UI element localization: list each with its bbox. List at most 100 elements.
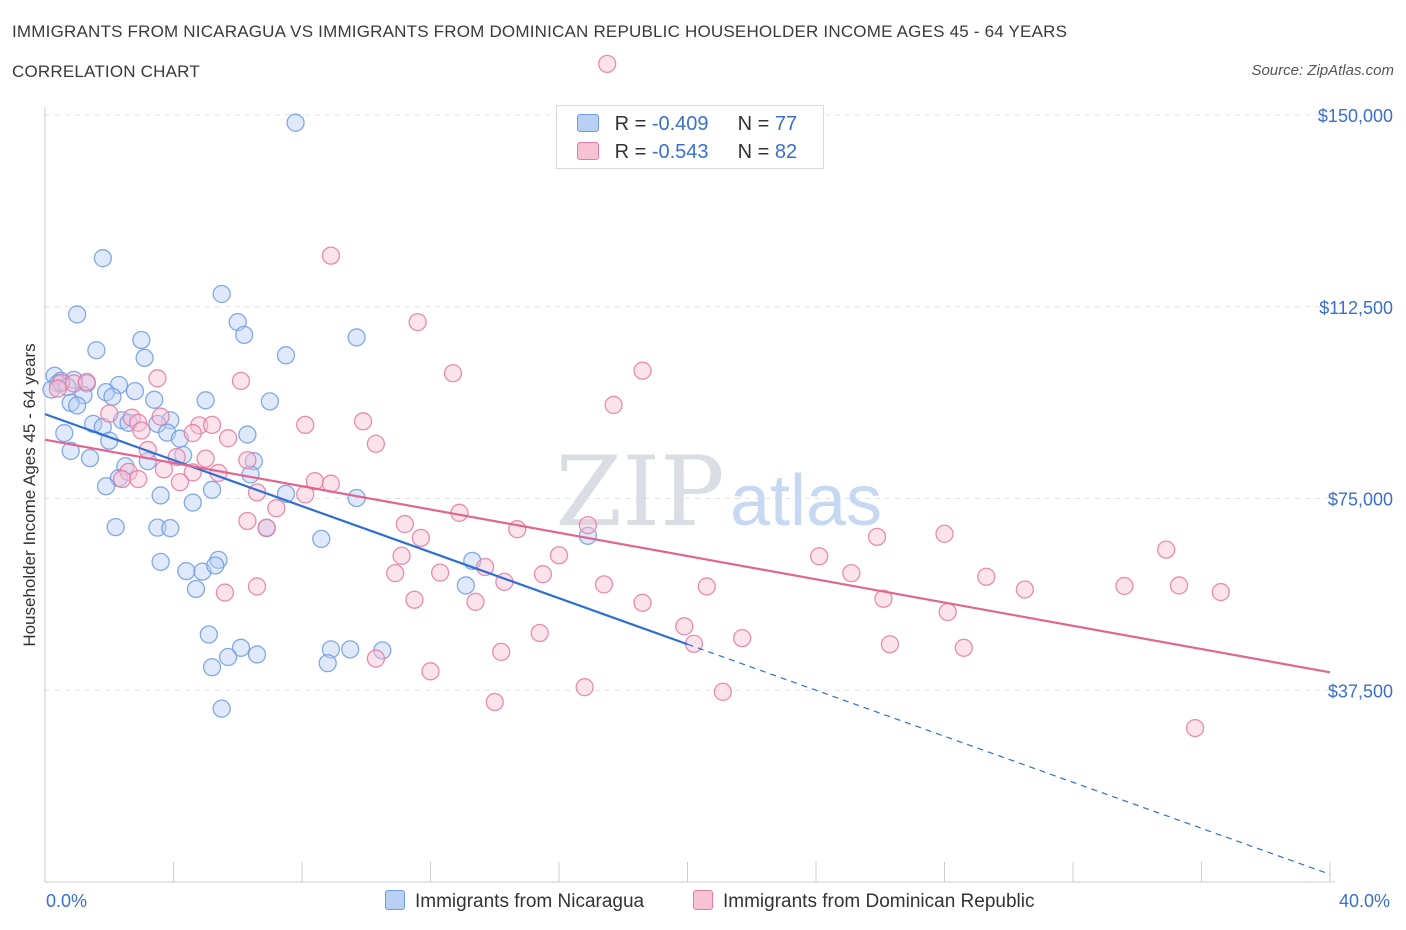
point-1-63 <box>594 575 614 594</box>
point-1-33 <box>129 469 148 489</box>
chart-subtitle: CORRELATION CHART <box>12 62 200 81</box>
y-tick-label-3: $150,000 <box>1318 106 1393 126</box>
point-1-19 <box>353 412 373 431</box>
legend-swatch-dominican <box>577 142 599 160</box>
point-0-62 <box>177 561 196 581</box>
point-1-11 <box>604 395 623 415</box>
point-0-72 <box>218 647 238 667</box>
point-0-19 <box>125 381 145 401</box>
point-0-48 <box>202 480 222 499</box>
legend-n-label: N = <box>737 141 775 163</box>
point-1-21 <box>183 423 202 443</box>
point-1-84 <box>366 649 386 668</box>
chart-title: IMMIGRANTS FROM NICARAGUA VS IMMIGRANTS … <box>12 22 1068 41</box>
point-1-65 <box>247 577 267 596</box>
point-0-8 <box>87 341 106 360</box>
point-1-43 <box>257 518 276 537</box>
point-1-54 <box>386 564 405 583</box>
point-1-60 <box>977 567 996 586</box>
point-0-0 <box>286 113 305 132</box>
point-1-75 <box>880 635 900 654</box>
point-0-5 <box>235 325 254 345</box>
point-1-49 <box>1157 540 1176 559</box>
point-1-17 <box>202 415 222 435</box>
point-1-27 <box>238 450 257 470</box>
point-0-59 <box>151 552 170 572</box>
point-1-79 <box>492 642 511 662</box>
bottom-legend-nicaragua: Immigrants from Nicaragua <box>385 890 644 913</box>
point-0-67 <box>199 625 218 644</box>
point-1-42 <box>395 514 414 534</box>
point-1-69 <box>874 589 893 608</box>
point-1-58 <box>697 577 716 596</box>
watermark-atlas: atlas <box>730 461 882 541</box>
point-0-53 <box>106 517 125 537</box>
point-1-23 <box>366 434 386 453</box>
point-1-67 <box>466 592 485 611</box>
point-1-25 <box>167 447 186 467</box>
trend-line-0 <box>44 413 688 646</box>
point-1-1 <box>321 246 341 265</box>
point-1-9 <box>77 372 96 392</box>
bottom-legend-label-dominican: Immigrants from Dominican Republic <box>723 891 1035 912</box>
point-1-0 <box>598 54 617 74</box>
point-1-22 <box>218 429 238 448</box>
point-0-66 <box>456 576 475 595</box>
point-0-24 <box>196 391 215 410</box>
point-0-9 <box>276 346 296 365</box>
point-1-55 <box>430 563 450 582</box>
point-1-76 <box>954 638 973 657</box>
point-1-68 <box>633 593 652 612</box>
legend-r-label: R = <box>614 113 652 135</box>
point-1-80 <box>575 678 594 697</box>
point-1-39 <box>267 499 286 518</box>
point-0-69 <box>321 640 341 659</box>
trend-lines <box>44 413 1331 875</box>
watermark-zip: ZIP <box>555 436 724 548</box>
point-1-81 <box>713 682 732 701</box>
point-0-36 <box>238 425 257 444</box>
legend-r-value: -0.543 <box>651 141 709 163</box>
point-0-73 <box>247 645 267 664</box>
point-0-47 <box>96 477 116 496</box>
x-tick-label-min: 0.0% <box>46 891 88 911</box>
point-1-72 <box>938 602 957 622</box>
point-0-70 <box>341 640 360 659</box>
point-1-46 <box>411 528 431 548</box>
point-0-7 <box>132 330 151 350</box>
y-tick-labels: $37,500 $75,000 $112,500 $150,000 <box>1318 106 1393 701</box>
point-1-61 <box>1115 576 1134 596</box>
point-1-29 <box>119 462 138 482</box>
point-0-50 <box>151 486 170 505</box>
point-1-32 <box>112 469 132 489</box>
x-tick-label-max: 40.0% <box>1339 891 1391 911</box>
point-0-60 <box>209 550 228 570</box>
point-1-44 <box>578 515 598 535</box>
point-1-51 <box>549 546 569 565</box>
point-1-41 <box>238 511 257 531</box>
point-0-41 <box>80 448 100 468</box>
point-1-64 <box>405 590 424 609</box>
legend-n-value: 82 <box>774 141 798 163</box>
axes <box>44 107 1335 883</box>
point-1-20 <box>132 421 151 440</box>
point-1-66 <box>215 583 235 602</box>
watermark: ZIP atlas <box>555 436 882 548</box>
y-tick-label-2: $112,500 <box>1319 298 1393 318</box>
point-0-23 <box>145 390 164 409</box>
point-1-82 <box>485 692 504 712</box>
legend-r-value: -0.409 <box>651 113 709 135</box>
point-1-3 <box>443 364 463 383</box>
point-1-59 <box>842 564 861 583</box>
point-1-77 <box>732 628 752 648</box>
legend-n-value: 77 <box>774 113 798 135</box>
y-axis-title: Householder Income Ages 45 - 64 years <box>20 343 39 647</box>
point-0-1 <box>93 249 112 268</box>
point-1-26 <box>196 449 215 468</box>
bottom-legend-label-nicaragua: Immigrants from Nicaragua <box>415 891 645 912</box>
point-1-56 <box>533 565 553 584</box>
point-1-74 <box>530 623 549 643</box>
point-1-70 <box>1169 576 1189 595</box>
point-0-76 <box>212 699 231 718</box>
